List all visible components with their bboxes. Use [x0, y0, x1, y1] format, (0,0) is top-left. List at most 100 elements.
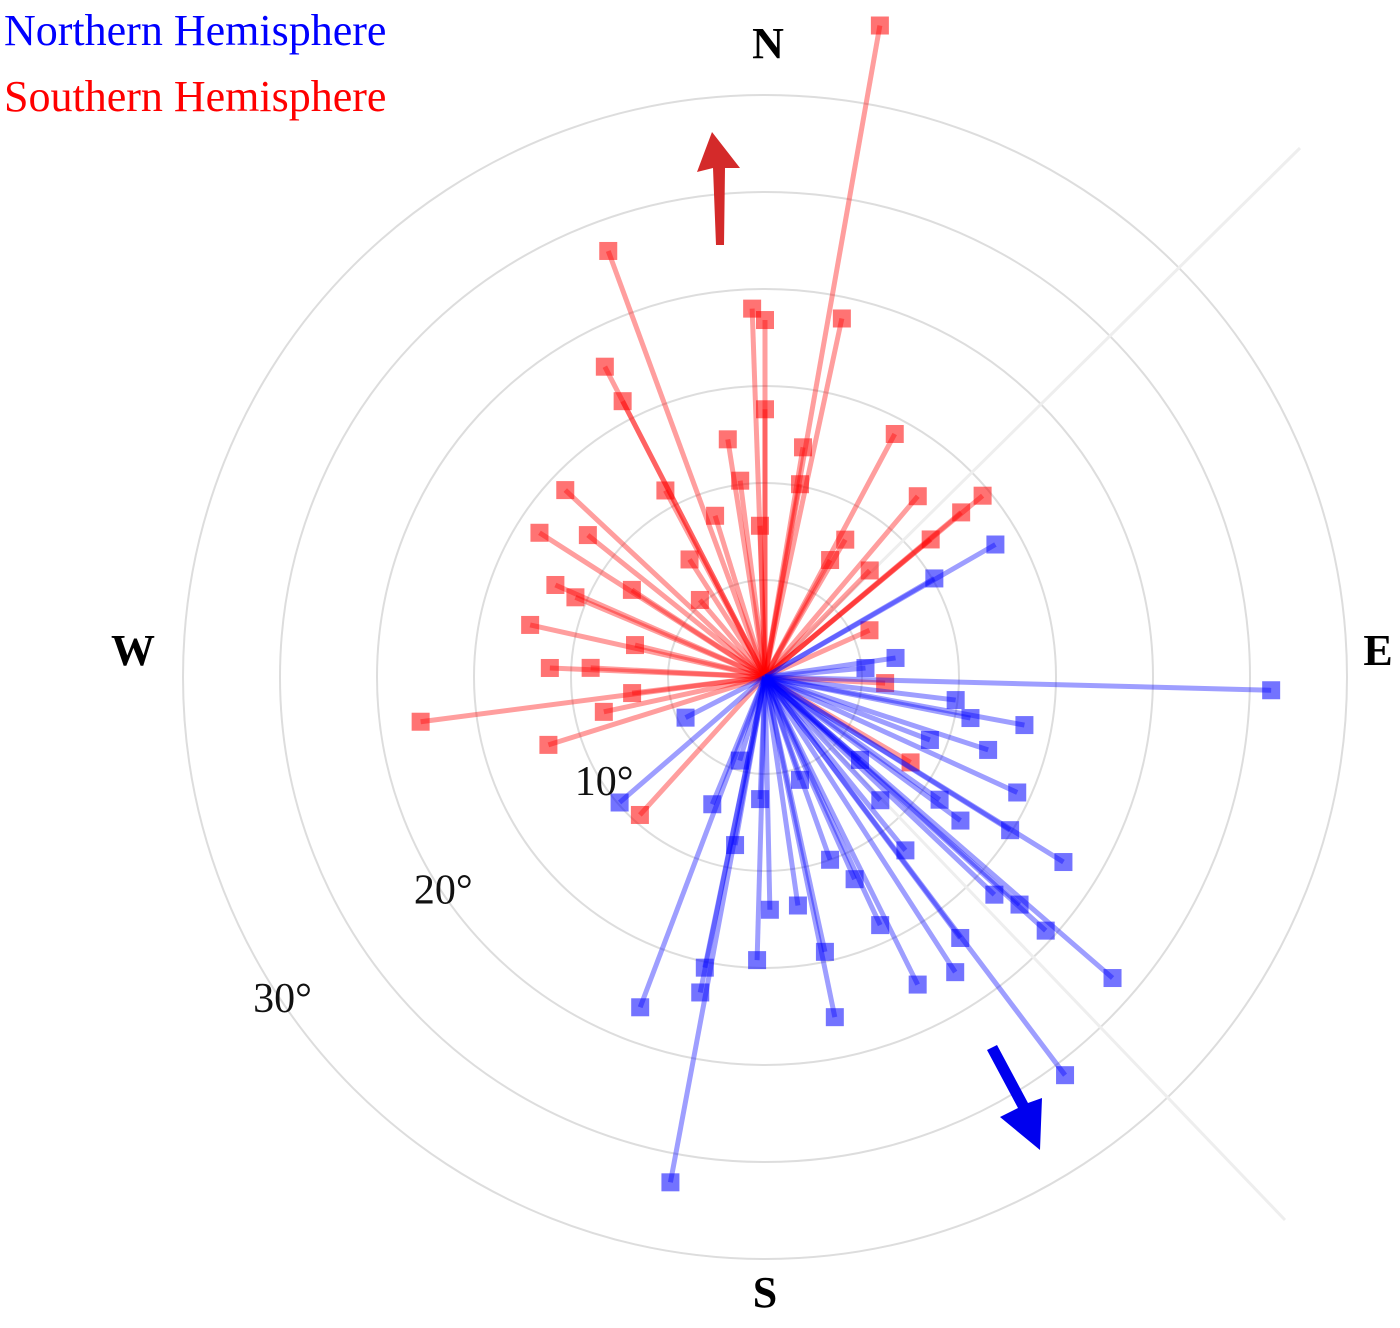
spoke	[603, 674, 766, 715]
point	[613, 392, 632, 411]
point	[411, 712, 430, 731]
spoke	[538, 530, 767, 680]
point	[595, 357, 614, 376]
spoke	[620, 400, 768, 679]
point	[946, 963, 965, 982]
point	[908, 487, 927, 506]
grid-ring	[570, 482, 960, 872]
point	[961, 709, 980, 728]
point	[845, 870, 864, 889]
point	[703, 795, 722, 814]
point	[886, 648, 905, 667]
point	[751, 790, 770, 809]
point	[951, 928, 970, 947]
point	[539, 735, 558, 754]
spoke	[763, 542, 997, 680]
point	[836, 530, 855, 549]
point	[1036, 921, 1055, 940]
spoke	[762, 25, 883, 678]
grid-ring	[279, 191, 1251, 1163]
spoke	[667, 676, 768, 1183]
point	[530, 523, 549, 542]
spoke	[763, 675, 862, 762]
spoke	[709, 676, 768, 806]
point	[925, 569, 944, 588]
spoke	[762, 538, 848, 679]
spoke	[684, 674, 767, 720]
spoke	[763, 675, 1022, 907]
spoke	[638, 675, 767, 817]
spoke	[762, 676, 828, 953]
spoke	[763, 675, 883, 802]
legend-label: Northern Hemisphere	[4, 6, 386, 55]
direction-label: E	[1363, 626, 1392, 675]
point	[610, 793, 629, 812]
point	[540, 658, 559, 677]
point	[921, 530, 940, 549]
point	[726, 836, 745, 855]
legend: Northern Hemisphere Southern Hemisphere	[4, 6, 386, 121]
point	[952, 503, 971, 522]
point	[870, 16, 889, 35]
point	[1262, 681, 1281, 700]
point	[622, 580, 641, 599]
spoke	[749, 308, 768, 678]
point	[556, 481, 575, 500]
spoke	[763, 627, 871, 680]
point	[756, 400, 774, 419]
point	[930, 790, 949, 809]
point	[581, 658, 600, 677]
spoke	[602, 365, 768, 679]
spoke	[762, 676, 803, 781]
spoke	[762, 483, 803, 678]
point	[896, 841, 915, 860]
point	[1001, 821, 1020, 840]
data	[411, 16, 1281, 1192]
point	[832, 309, 851, 328]
point	[623, 684, 642, 703]
point	[821, 850, 840, 869]
point	[1008, 783, 1027, 802]
spoke	[590, 665, 766, 680]
point	[731, 471, 750, 490]
point	[791, 770, 810, 789]
point	[578, 526, 597, 545]
spoke	[697, 598, 767, 679]
point	[815, 942, 834, 961]
spoke	[702, 676, 768, 969]
point	[920, 730, 939, 749]
point	[706, 506, 725, 525]
spoke	[763, 675, 908, 852]
point	[860, 561, 879, 580]
spoke	[605, 250, 768, 678]
direction-label: N	[752, 19, 784, 68]
spoke	[732, 676, 768, 846]
spoke	[762, 558, 833, 679]
direction-label: S	[753, 1268, 777, 1317]
point	[1010, 895, 1029, 914]
spoke	[762, 675, 857, 881]
point	[1056, 1066, 1075, 1085]
spoke	[764, 674, 886, 686]
point	[756, 311, 774, 330]
point	[951, 811, 970, 830]
arrow	[697, 132, 740, 245]
point	[856, 659, 875, 678]
spoke	[763, 568, 872, 679]
point	[851, 750, 870, 769]
spoke	[757, 525, 768, 678]
spoke	[763, 674, 912, 765]
point	[630, 805, 649, 824]
spoke	[631, 674, 766, 696]
point	[521, 615, 540, 634]
spoke	[763, 494, 920, 679]
spoke	[586, 533, 767, 679]
grid-ring	[376, 288, 1154, 1066]
spoke	[764, 674, 971, 721]
spoke	[547, 674, 766, 748]
point	[985, 885, 1004, 904]
spoke	[554, 582, 767, 680]
point	[1054, 853, 1073, 872]
spoke	[737, 480, 768, 678]
point	[791, 475, 810, 494]
